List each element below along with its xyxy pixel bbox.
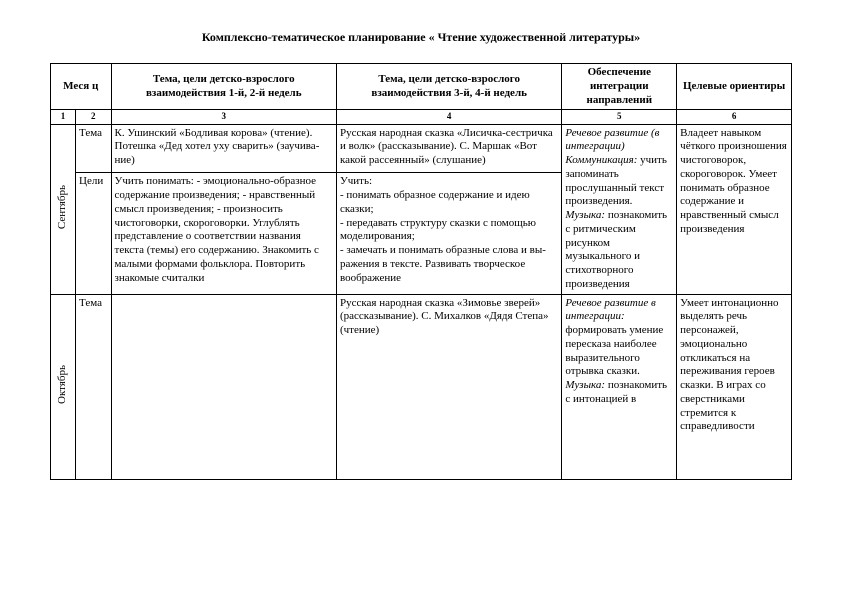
header-week12: Тема, цели детско-взрослого взаимодейств…: [111, 64, 336, 110]
month-cell-sep: Сентябрь: [51, 124, 76, 294]
column-number-row: 1 2 3 4 5 6: [51, 110, 792, 124]
sep-int-i2: Музыка:: [565, 209, 605, 221]
row-label-celi: Цели: [76, 173, 111, 294]
oct-tema-w12: [111, 294, 336, 479]
header-week34: Тема, цели детско-взрослого взаимодейств…: [336, 64, 561, 110]
colnum-3: 3: [111, 110, 336, 124]
page-title: Комплексно-тематическое планирование « Ч…: [50, 30, 792, 45]
sep-targets: Владеет навыком чёткого произношения чис…: [677, 124, 792, 294]
row-label-tema: Тема: [76, 124, 111, 173]
sep-tema-w34: Русская народная сказка «Лисичка-сестрич…: [336, 124, 561, 173]
colnum-6: 6: [677, 110, 792, 124]
header-row: Меся ц Тема, цели детско-взрослого взаим…: [51, 64, 792, 110]
month-cell-oct: Октябрь: [51, 294, 76, 479]
sep-tema-w12: К. Ушинский «Бодливая корова» (чтение). …: [111, 124, 336, 173]
oct-tema-w34: Русская народная сказка «Зимовье зверей»…: [336, 294, 561, 479]
table-row: Октябрь Тема Русская народная сказка «Зи…: [51, 294, 792, 479]
oct-int-i1: Речевое развитие в интеграции:: [565, 297, 655, 323]
header-targets: Целевые ориентиры: [677, 64, 792, 110]
sep-int-p2: позна­комить с ритми­ческим рисунком муз…: [565, 209, 667, 290]
sep-integration: Речевое развитие (в интеграции) Коммуник…: [562, 124, 677, 294]
colnum-1: 1: [51, 110, 76, 124]
document-page: Комплексно-тематическое планирование « Ч…: [0, 0, 842, 595]
sep-celi-w12: Учить понимать: - эмоционально-образное …: [111, 173, 336, 294]
colnum-4: 4: [336, 110, 561, 124]
colnum-5: 5: [562, 110, 677, 124]
colnum-2: 2: [76, 110, 111, 124]
header-month: Меся ц: [51, 64, 112, 110]
oct-int-p1: формировать умение пересказа наиболее вы…: [565, 324, 663, 377]
header-integration: Обеспечение интеграции направлений: [562, 64, 677, 110]
month-label-oct: Октябрь: [56, 365, 70, 404]
planning-table: Меся ц Тема, цели детско-взрослого взаим…: [50, 63, 792, 480]
oct-integration: Речевое развитие в интеграции: формирова…: [562, 294, 677, 479]
oct-int-i2: Музыка:: [565, 379, 605, 391]
month-label-sep: Сентябрь: [56, 185, 70, 229]
oct-targets: Умеет интонационно выделять речь персона…: [677, 294, 792, 479]
table-row: Сентябрь Тема К. Ушинский «Бодливая коро…: [51, 124, 792, 173]
sep-celi-w34: Учить: - понимать образное содержание и …: [336, 173, 561, 294]
row-label-tema: Тема: [76, 294, 111, 479]
